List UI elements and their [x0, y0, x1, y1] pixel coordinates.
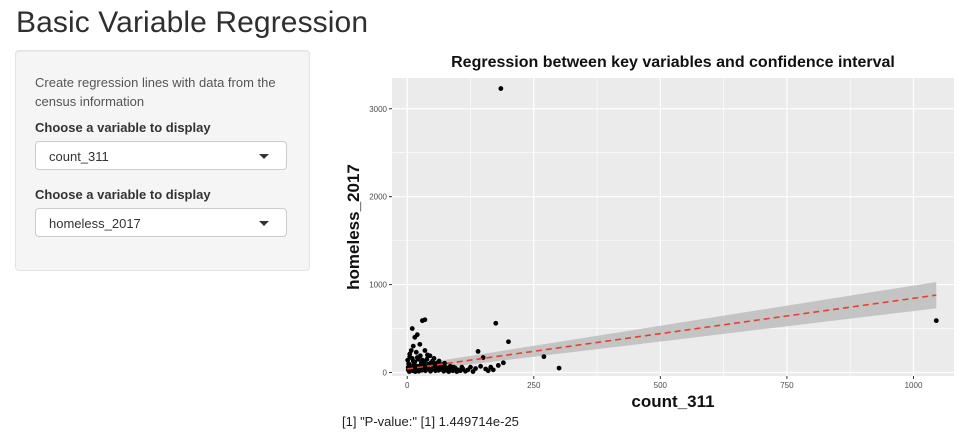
y-axis-label: homeless_2017 [344, 164, 363, 290]
data-point [417, 353, 423, 359]
regression-line [407, 294, 937, 370]
sidebar-panel: Create regression lines with data from t… [15, 50, 310, 271]
data-point [405, 357, 411, 363]
x-variable-select[interactable]: count_311 [35, 141, 287, 170]
confidence-band-area [407, 281, 937, 373]
data-point [451, 364, 457, 370]
pvalue-output: [1] "P-value:" [1] 1.449714e-25 [342, 414, 519, 429]
data-point [436, 358, 442, 364]
y-tick-label: 0 [383, 368, 388, 377]
y-axis: 0 1000 2000 3000 [369, 105, 392, 377]
data-point [428, 368, 433, 374]
y-tick-label: 1000 [369, 281, 387, 290]
data-point [409, 326, 415, 331]
data-point [475, 348, 481, 354]
data-point [422, 348, 428, 353]
data-point [493, 320, 499, 326]
data-point [431, 356, 437, 361]
data-point [556, 365, 562, 371]
x-tick-label: 750 [780, 381, 794, 390]
data-point [490, 367, 496, 373]
data-point [438, 365, 444, 371]
data-point [454, 369, 460, 375]
data-point [473, 366, 478, 371]
data-point [433, 362, 439, 367]
data-point [419, 367, 425, 373]
x-tick-label: 250 [527, 381, 541, 390]
x-tick-label: 1000 [905, 381, 923, 390]
data-point [417, 341, 423, 347]
data-point [541, 354, 547, 360]
regression-line-path [407, 294, 937, 370]
y-tick-label: 3000 [369, 105, 387, 114]
y-tick-label: 2000 [369, 193, 387, 202]
data-point [422, 317, 428, 323]
chevron-down-icon [259, 154, 269, 159]
data-point [506, 339, 511, 345]
sidebar-description: Create regression lines with data from t… [35, 75, 276, 109]
data-point [498, 86, 504, 91]
data-point [459, 364, 465, 370]
data-points [405, 86, 939, 375]
y-variable-value: homeless_2017 [49, 216, 141, 231]
data-point [485, 368, 491, 374]
x-axis-label: count_311 [631, 392, 714, 411]
data-point [424, 356, 430, 362]
x-variable-value: count_311 [49, 149, 109, 164]
chevron-down-icon [259, 221, 269, 226]
data-point [410, 358, 416, 364]
x-tick-label: 500 [654, 381, 668, 390]
y-variable-label: Choose a variable to display [35, 187, 211, 202]
data-point [933, 318, 939, 324]
data-point [414, 332, 420, 338]
x-tick-label: 0 [405, 381, 410, 390]
data-point [424, 367, 429, 372]
major-gridlines [392, 78, 954, 376]
data-point [463, 368, 468, 374]
data-point [495, 363, 501, 368]
data-point [410, 343, 416, 349]
confidence-band [407, 281, 937, 373]
data-point [428, 360, 434, 366]
page-title: Basic Variable Regression [16, 6, 369, 39]
y-variable-select[interactable]: homeless_2017 [35, 208, 287, 237]
x-variable-label: Choose a variable to display [35, 120, 211, 135]
data-point [427, 353, 433, 359]
data-point [407, 351, 413, 357]
x-axis: 0 250 500 750 1000 [405, 376, 923, 390]
data-point [442, 360, 448, 366]
data-point [413, 349, 419, 355]
data-point [478, 363, 484, 369]
data-point [468, 364, 473, 370]
chart-title: Regression between key variables and con… [451, 54, 895, 71]
data-point [500, 360, 506, 366]
